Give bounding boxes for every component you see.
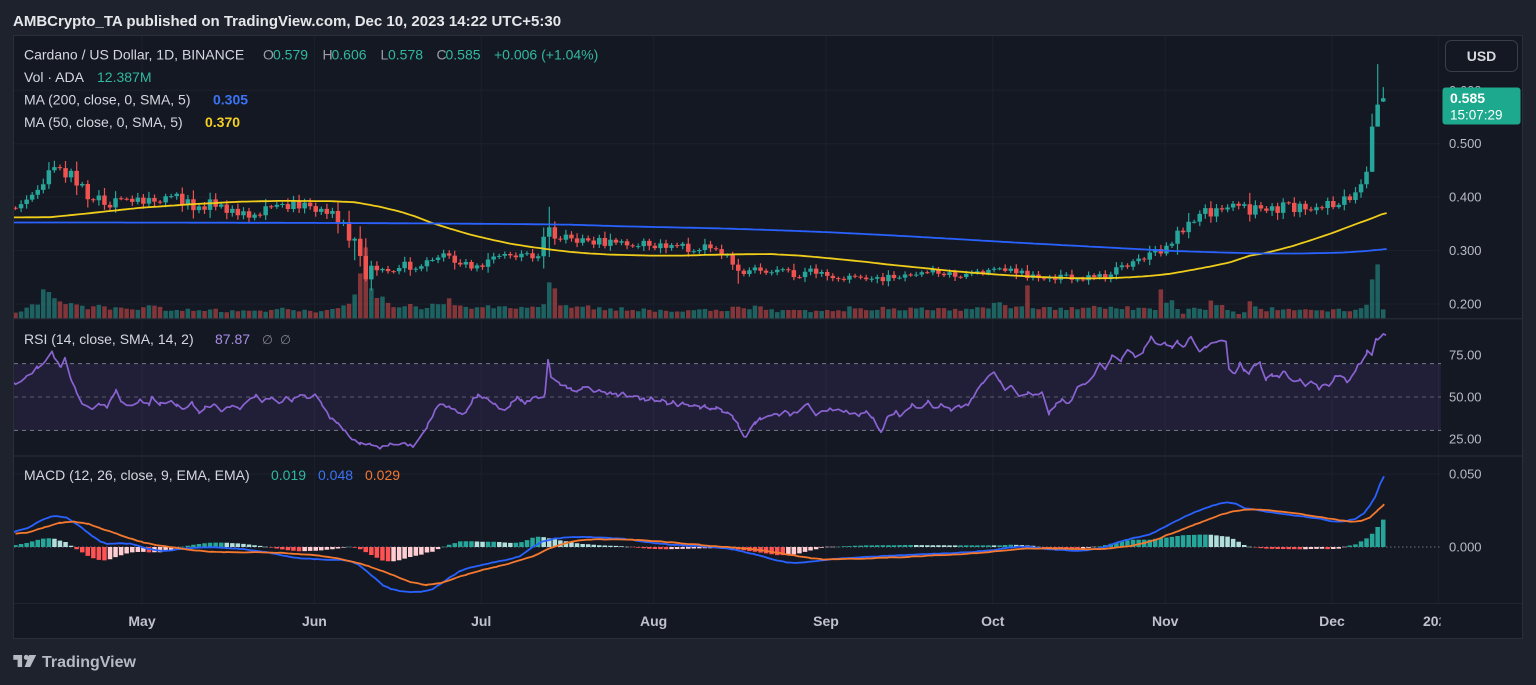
svg-text:∅: ∅ — [262, 333, 273, 347]
svg-text:TradingView: TradingView — [42, 654, 137, 671]
svg-text:Jun: Jun — [302, 613, 327, 629]
svg-text:0.029: 0.029 — [365, 467, 400, 483]
svg-text:0.370: 0.370 — [205, 114, 240, 130]
svg-text:Oct: Oct — [981, 613, 1005, 629]
svg-text:0.048: 0.048 — [318, 467, 353, 483]
svg-text:50.00: 50.00 — [1449, 390, 1482, 405]
svg-text:75.00: 75.00 — [1449, 348, 1482, 363]
svg-text:May: May — [128, 613, 155, 629]
svg-text:C: C — [437, 47, 447, 63]
svg-text:Sep: Sep — [813, 613, 839, 629]
svg-text:USD: USD — [1467, 48, 1497, 64]
svg-text:0.300: 0.300 — [1449, 243, 1482, 258]
svg-text:0.400: 0.400 — [1449, 190, 1482, 205]
svg-text:87.87: 87.87 — [215, 331, 250, 347]
svg-text:0.578: 0.578 — [388, 47, 423, 63]
svg-text:MA (200, close, 0, SMA, 5): MA (200, close, 0, SMA, 5) — [24, 92, 191, 108]
svg-text:+0.006 (+1.04%): +0.006 (+1.04%) — [494, 47, 598, 63]
svg-text:0.200: 0.200 — [1449, 297, 1482, 312]
svg-text:RSI (14, close, SMA, 14, 2): RSI (14, close, SMA, 14, 2) — [24, 331, 194, 347]
svg-text:0.019: 0.019 — [271, 467, 306, 483]
svg-text:0.585: 0.585 — [1450, 90, 1485, 106]
svg-text:∅: ∅ — [280, 333, 291, 347]
svg-text:MA (50, close, 0, SMA, 5): MA (50, close, 0, SMA, 5) — [24, 114, 183, 130]
svg-text:Dec: Dec — [1319, 613, 1345, 629]
svg-text:0.579: 0.579 — [273, 47, 308, 63]
svg-text:H: H — [323, 47, 333, 63]
svg-text:Nov: Nov — [1152, 613, 1179, 629]
svg-text:O: O — [263, 47, 274, 63]
svg-text:0.500: 0.500 — [1449, 136, 1482, 151]
svg-text:MACD (12, 26, close, 9, EMA, E: MACD (12, 26, close, 9, EMA, EMA) — [24, 467, 250, 483]
svg-text:0.000: 0.000 — [1449, 540, 1482, 555]
svg-text:Vol · ADA: Vol · ADA — [24, 69, 85, 85]
svg-text:Cardano / US Dollar, 1D, BINAN: Cardano / US Dollar, 1D, BINANCE — [24, 47, 244, 63]
svg-text:15:07:29: 15:07:29 — [1450, 108, 1503, 123]
svg-text:0.305: 0.305 — [213, 92, 248, 108]
svg-text:AMBCrypto_TA published on Trad: AMBCrypto_TA published on TradingView.co… — [13, 13, 561, 30]
svg-text:25.00: 25.00 — [1449, 431, 1482, 446]
svg-text:Jul: Jul — [471, 613, 491, 629]
svg-text:L: L — [381, 47, 389, 63]
svg-text:0.585: 0.585 — [446, 47, 481, 63]
svg-text:Aug: Aug — [640, 613, 667, 629]
svg-text:0.606: 0.606 — [332, 47, 367, 63]
svg-text:2024: 2024 — [1423, 613, 1454, 629]
svg-text:12.387M: 12.387M — [97, 69, 151, 85]
svg-text:0.050: 0.050 — [1449, 467, 1482, 482]
